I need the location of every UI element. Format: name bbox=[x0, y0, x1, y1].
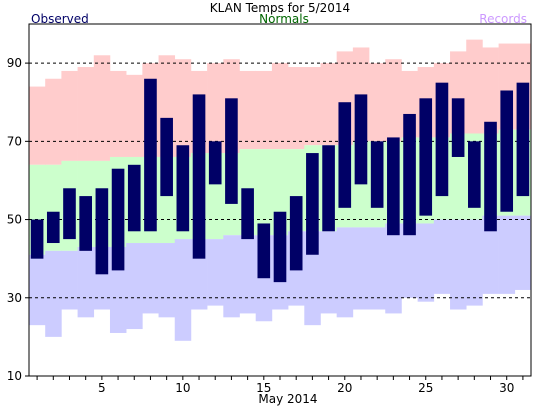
observed-bar bbox=[176, 145, 190, 232]
legend-normals: Normals bbox=[259, 12, 309, 26]
observed-bars-layer bbox=[30, 78, 530, 283]
chart-title: KLAN Temps for 5/2014 bbox=[210, 1, 350, 15]
record-low-band bbox=[174, 239, 192, 341]
observed-bar bbox=[192, 94, 206, 259]
record-low-band bbox=[433, 219, 451, 294]
record-high-band bbox=[271, 63, 289, 150]
record-high-band bbox=[77, 67, 95, 161]
record-low-band bbox=[482, 215, 499, 294]
observed-bar bbox=[46, 211, 60, 244]
observed-bar bbox=[322, 145, 335, 232]
y-tick-label: 70 bbox=[7, 134, 22, 148]
observed-bar bbox=[403, 113, 416, 236]
observed-bar bbox=[208, 141, 222, 185]
record-low-band bbox=[369, 227, 386, 310]
x-axis-label: May 2014 bbox=[258, 392, 317, 406]
observed-bar bbox=[370, 141, 384, 208]
observed-bar bbox=[30, 219, 44, 259]
record-low-band bbox=[29, 254, 46, 326]
observed-bar bbox=[338, 102, 352, 208]
y-tick-label: 90 bbox=[7, 56, 22, 70]
record-high-band bbox=[385, 59, 402, 142]
record-high-band bbox=[174, 59, 192, 157]
record-low-band bbox=[207, 239, 224, 306]
record-high-band bbox=[61, 70, 78, 161]
record-low-band bbox=[450, 219, 467, 310]
x-tick-label: 30 bbox=[499, 381, 514, 395]
observed-bar bbox=[500, 90, 514, 212]
record-low-band bbox=[385, 223, 402, 314]
record-low-band bbox=[401, 223, 418, 298]
x-tick-label: 10 bbox=[175, 381, 190, 395]
record-high-band bbox=[466, 39, 483, 134]
observed-bar bbox=[468, 141, 481, 208]
record-high-band bbox=[255, 70, 273, 150]
record-low-band bbox=[223, 235, 240, 318]
observed-bar bbox=[241, 188, 254, 240]
observed-bar bbox=[95, 188, 109, 275]
record-high-band bbox=[288, 67, 305, 150]
observed-bar bbox=[516, 82, 530, 197]
x-tick-label: 5 bbox=[98, 381, 106, 395]
record-high-band bbox=[320, 63, 337, 146]
legend-observed: Observed bbox=[31, 12, 89, 26]
record-low-band bbox=[304, 231, 321, 326]
record-low-band bbox=[77, 246, 95, 318]
record-low-band bbox=[158, 243, 176, 318]
observed-bar bbox=[451, 98, 465, 157]
observed-bar bbox=[127, 164, 141, 232]
y-tick-label: 10 bbox=[7, 369, 22, 383]
observed-bar bbox=[273, 211, 287, 283]
record-low-band bbox=[336, 227, 354, 318]
record-low-band bbox=[352, 227, 370, 310]
observed-bar bbox=[419, 98, 433, 216]
record-low-band bbox=[61, 250, 78, 310]
observed-bar bbox=[387, 137, 400, 236]
record-high-band bbox=[109, 70, 127, 157]
record-high-band bbox=[482, 47, 499, 134]
record-low-band bbox=[126, 243, 143, 330]
record-low-band bbox=[417, 223, 435, 302]
observed-bar bbox=[63, 188, 76, 240]
labels-layer: 10 30 50 70 90 5 10 15 20 25 30 May 2014 KLAN Temps … bbox=[7, 1, 527, 406]
record-low-band bbox=[320, 231, 337, 314]
record-high-band bbox=[369, 63, 386, 142]
observed-bar bbox=[225, 98, 238, 204]
observed-bar bbox=[435, 82, 449, 197]
record-high-band bbox=[29, 86, 46, 165]
record-low-band bbox=[466, 219, 483, 306]
observed-bar bbox=[289, 196, 303, 271]
observed-bar bbox=[160, 117, 173, 197]
record-low-band bbox=[45, 250, 62, 337]
legend-records: Records bbox=[479, 12, 527, 26]
record-low-band bbox=[239, 235, 257, 314]
record-high-band bbox=[45, 78, 62, 165]
observed-bar bbox=[79, 196, 92, 251]
observed-bar bbox=[111, 168, 125, 271]
observed-bar bbox=[306, 153, 319, 255]
observed-bar bbox=[484, 121, 497, 232]
observed-bar bbox=[354, 94, 368, 185]
record-low-band bbox=[142, 243, 159, 314]
x-tick-label: 15 bbox=[256, 381, 271, 395]
record-high-band bbox=[239, 70, 257, 150]
y-tick-label: 50 bbox=[7, 213, 22, 227]
normal-range-band bbox=[255, 149, 273, 236]
axes-layer bbox=[25, 23, 532, 380]
record-high-band bbox=[207, 63, 224, 154]
record-high-band bbox=[93, 55, 111, 161]
record-high-band bbox=[304, 67, 321, 146]
record-high-band bbox=[126, 74, 143, 157]
record-low-band bbox=[498, 215, 516, 294]
record-low-band bbox=[514, 215, 532, 290]
x-tick-label: 20 bbox=[337, 381, 352, 395]
observed-bar bbox=[257, 223, 271, 279]
observed-bar bbox=[144, 78, 157, 232]
x-tick-label: 25 bbox=[418, 381, 433, 395]
y-tick-label: 30 bbox=[7, 291, 22, 305]
